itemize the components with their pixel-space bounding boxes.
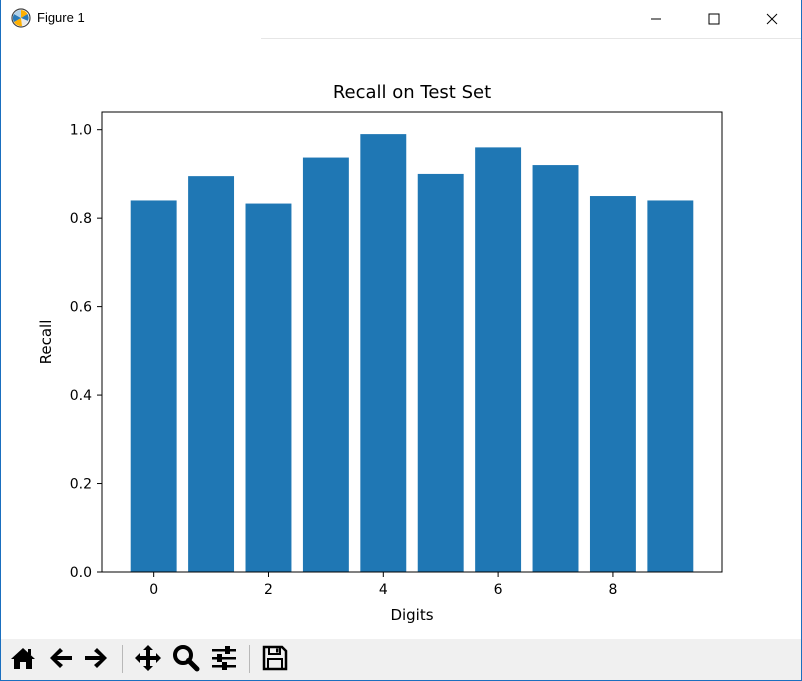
- x-tick-label: 2: [264, 582, 273, 598]
- back-arrow-icon: [48, 646, 74, 674]
- x-tick-label: 4: [379, 582, 388, 598]
- zoom-icon: [172, 644, 200, 676]
- title-bar: Figure 1: [1, 0, 801, 39]
- y-axis-label: Recall: [37, 320, 55, 365]
- toolbar-separator: [249, 645, 250, 673]
- bar-digit-9: [647, 200, 694, 572]
- bar-digit-2: [245, 203, 292, 573]
- bar-digit-8: [589, 196, 636, 573]
- axes-frame: [101, 111, 723, 573]
- maximize-icon: [708, 10, 720, 29]
- y-tick-label: 0.0: [70, 565, 92, 581]
- minimize-icon: [650, 10, 662, 29]
- save-icon: [261, 644, 289, 676]
- forward-arrow-icon: [83, 646, 109, 674]
- close-icon: [766, 10, 778, 29]
- bar-digit-7: [532, 165, 579, 573]
- forward-button[interactable]: [81, 644, 111, 675]
- x-tick-label: 8: [608, 582, 617, 598]
- bar-digit-6: [475, 147, 522, 572]
- y-tick-label: 0.6: [70, 300, 92, 316]
- bar-chart: 0 2 4 6 8 0.0 0.2 0.4 0.6 0.8 1.0 Recall on Test …: [37, 82, 723, 624]
- y-tick-label: 0.4: [70, 388, 92, 404]
- back-button[interactable]: [46, 644, 76, 675]
- x-tick-label: 6: [494, 582, 503, 598]
- chart-title: Recall on Test Set: [333, 82, 491, 103]
- maximize-button[interactable]: [685, 0, 743, 38]
- bar-digit-0: [130, 200, 177, 572]
- y-tick-label: 0.2: [70, 477, 92, 493]
- configure-subplots-button[interactable]: [209, 644, 239, 675]
- x-tick-label: 0: [149, 582, 158, 598]
- bar-digit-3: [302, 157, 349, 573]
- configure-subplots-icon: [210, 644, 238, 676]
- bar-digit-4: [360, 134, 407, 572]
- navigation-toolbar: [1, 639, 801, 680]
- plot-canvas[interactable]: 0 2 4 6 8 0.0 0.2 0.4 0.6 0.8 1.0 Recall on Test …: [1, 39, 801, 639]
- y-tick-label: 1.0: [70, 123, 92, 139]
- home-icon: [10, 646, 36, 674]
- close-button[interactable]: [743, 0, 801, 38]
- y-tick-label: 0.8: [70, 211, 92, 227]
- home-button[interactable]: [8, 644, 38, 675]
- matplotlib-logo-icon: [11, 8, 31, 28]
- save-button[interactable]: [260, 644, 290, 675]
- pan-button[interactable]: [133, 644, 163, 675]
- pan-icon: [134, 644, 162, 676]
- zoom-button[interactable]: [171, 644, 201, 675]
- window-title: Figure 1: [37, 10, 85, 25]
- bar-digit-5: [417, 173, 464, 572]
- bar-digit-1: [188, 176, 235, 572]
- minimize-button[interactable]: [627, 0, 685, 38]
- toolbar-separator: [122, 645, 123, 673]
- title-divider: [261, 38, 801, 39]
- x-axis-label: Digits: [390, 606, 433, 624]
